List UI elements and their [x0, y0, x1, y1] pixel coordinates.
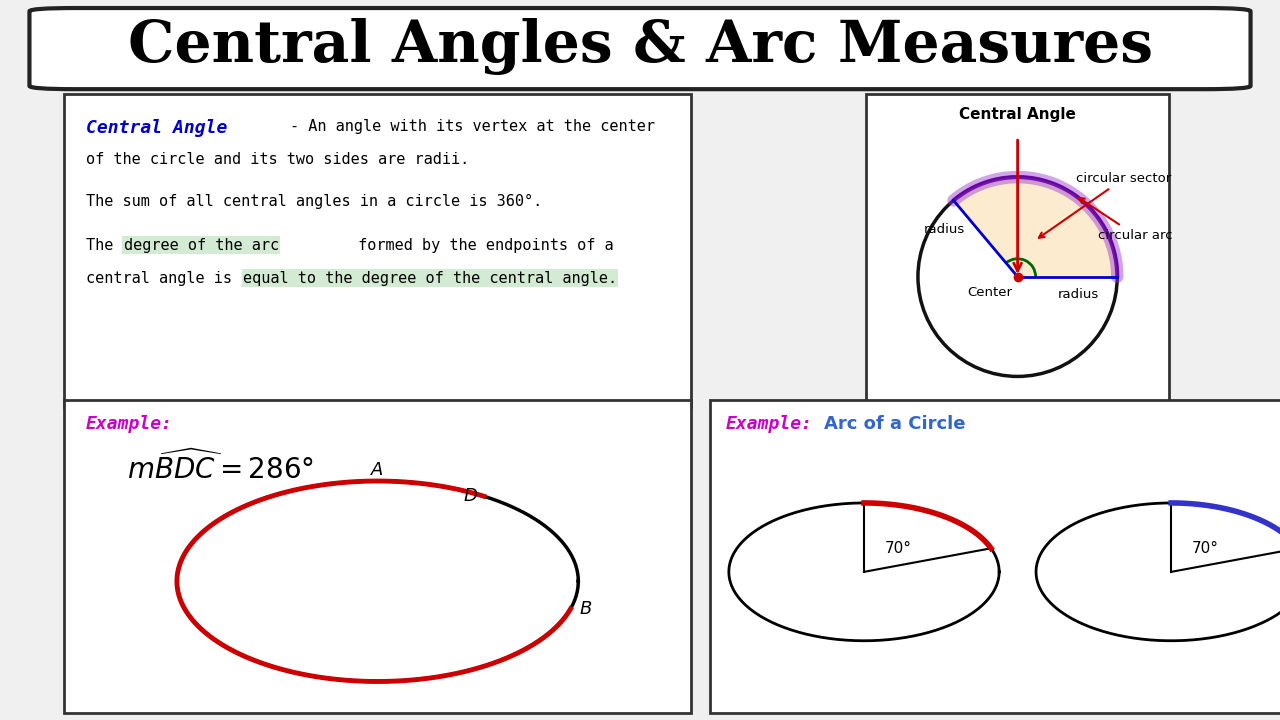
Text: Example:: Example: [86, 415, 173, 433]
FancyBboxPatch shape [710, 400, 1280, 713]
Text: $m\widehat{BDC} = 286°$: $m\widehat{BDC} = 286°$ [127, 450, 314, 485]
Text: central angle is: central angle is [86, 271, 241, 286]
Text: Center: Center [966, 287, 1012, 300]
Text: A: A [371, 462, 384, 480]
Text: circular arc: circular arc [1079, 198, 1172, 242]
Text: formed by the endpoints of a: formed by the endpoints of a [349, 238, 614, 253]
Text: 70°: 70° [884, 541, 911, 556]
Text: - An angle with its vertex at the center: - An angle with its vertex at the center [289, 119, 655, 134]
Text: circular sector: circular sector [1039, 172, 1171, 238]
Text: radius: radius [1057, 288, 1098, 301]
Text: The sum of all central angles in a circle is 360°.: The sum of all central angles in a circl… [86, 194, 543, 209]
Text: radius: radius [924, 222, 965, 236]
Wedge shape [954, 177, 1117, 276]
Text: Example:: Example: [726, 415, 813, 433]
Text: The: The [86, 238, 123, 253]
Text: Central Angles & Arc Measures: Central Angles & Arc Measures [128, 19, 1152, 76]
Text: B: B [580, 600, 593, 618]
Text: D: D [463, 487, 477, 505]
Text: Central Angle: Central Angle [86, 119, 228, 137]
Text: of the circle and its two sides are radii.: of the circle and its two sides are radi… [86, 151, 470, 166]
Text: 70°: 70° [1192, 541, 1219, 556]
FancyBboxPatch shape [29, 8, 1251, 89]
FancyBboxPatch shape [64, 400, 691, 713]
Text: Central Angle: Central Angle [959, 107, 1076, 122]
FancyBboxPatch shape [865, 94, 1170, 407]
Text: degree of the arc: degree of the arc [124, 238, 279, 253]
Text: Arc of a Circle: Arc of a Circle [824, 415, 965, 433]
FancyBboxPatch shape [64, 94, 691, 407]
Text: equal to the degree of the central angle.: equal to the degree of the central angle… [243, 271, 617, 286]
